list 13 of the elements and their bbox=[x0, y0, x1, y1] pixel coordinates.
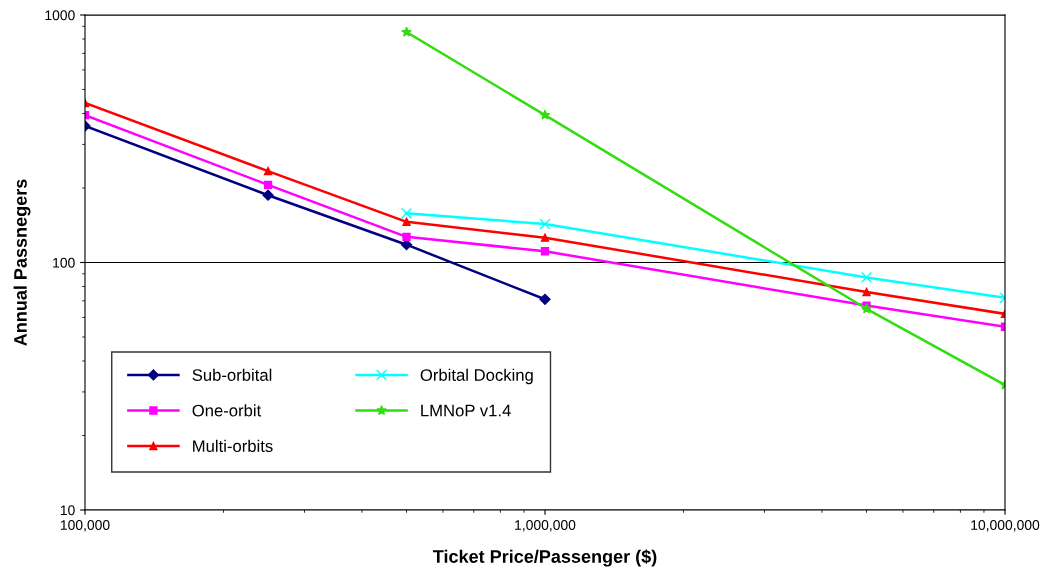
y-tick-label: 1000 bbox=[45, 10, 75, 21]
legend-label: Multi-orbits bbox=[193, 439, 273, 453]
x-tick-label: 10,000,000 bbox=[971, 520, 1040, 532]
legend-label: Orbital Docking bbox=[420, 368, 533, 385]
legend-label: LMNoP v1.4 bbox=[421, 404, 511, 417]
x-axis-title: Ticket Price/Passenger ($) bbox=[432, 549, 657, 567]
x-tick-label: 100,000 bbox=[60, 520, 110, 532]
legend-label: One-orbit bbox=[192, 404, 262, 417]
y-tick-label: 10 bbox=[60, 505, 75, 516]
y-axis-title: Annual Passnegers bbox=[13, 179, 31, 346]
legend-label: Sub-orbital bbox=[192, 368, 272, 381]
y-tick-label: 100 bbox=[53, 257, 75, 268]
x-tick-label: 1,000,000 bbox=[515, 520, 576, 532]
